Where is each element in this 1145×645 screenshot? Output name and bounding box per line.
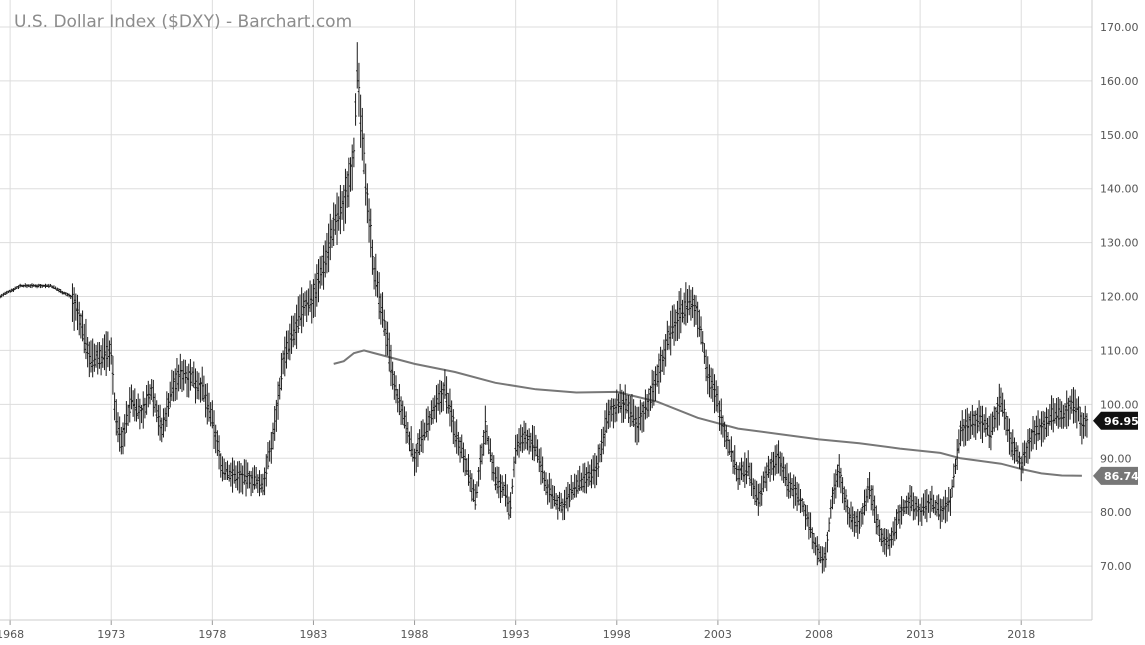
y-tick-label: 150.00: [1100, 129, 1139, 142]
grid: [0, 0, 1092, 620]
y-tick-label: 160.00: [1100, 75, 1139, 88]
price-layer: [0, 42, 1089, 574]
y-tick-label: 130.00: [1100, 237, 1139, 250]
chart-title: U.S. Dollar Index ($DXY) - Barchart.com: [14, 12, 352, 32]
x-tick-label: 1988: [401, 628, 429, 641]
y-tick-label: 170.00: [1100, 21, 1139, 34]
y-tick-label: 110.00: [1100, 344, 1139, 357]
x-tick-label: 2018: [1007, 628, 1035, 641]
moving-average-layer: [333, 349, 1082, 477]
x-tick-label: 1968: [0, 628, 24, 641]
moving-average-badge-label: 86.74: [1104, 470, 1139, 483]
y-tick-label: 70.00: [1100, 560, 1132, 573]
last-price-badge-shape: [1093, 411, 1138, 430]
x-tick-label: 1998: [603, 628, 631, 641]
y-tick-label: 140.00: [1100, 183, 1139, 196]
x-tick-label: 2003: [704, 628, 732, 641]
moving-average-badge-shape: [1093, 466, 1138, 485]
last-price-badge-label: 96.95: [1104, 415, 1139, 428]
x-tick-label: 1983: [299, 628, 327, 641]
x-tick-label: 1993: [502, 628, 530, 641]
x-tick-label: 2008: [805, 628, 833, 641]
y-tick-label: 90.00: [1100, 452, 1132, 465]
y-tick-label: 80.00: [1100, 506, 1132, 519]
last-price-badge: 96.95: [1093, 411, 1139, 430]
moving-average-badge: 86.74: [1093, 466, 1139, 485]
y-tick-label: 100.00: [1100, 398, 1139, 411]
x-tick-label: 1973: [97, 628, 125, 641]
x-tick-label: 2013: [906, 628, 934, 641]
value-badges: 96.95 86.74: [1093, 411, 1139, 485]
y-tick-label: 120.00: [1100, 291, 1139, 304]
moving-average-line: [333, 349, 1082, 477]
x-tick-label: 1978: [198, 628, 226, 641]
